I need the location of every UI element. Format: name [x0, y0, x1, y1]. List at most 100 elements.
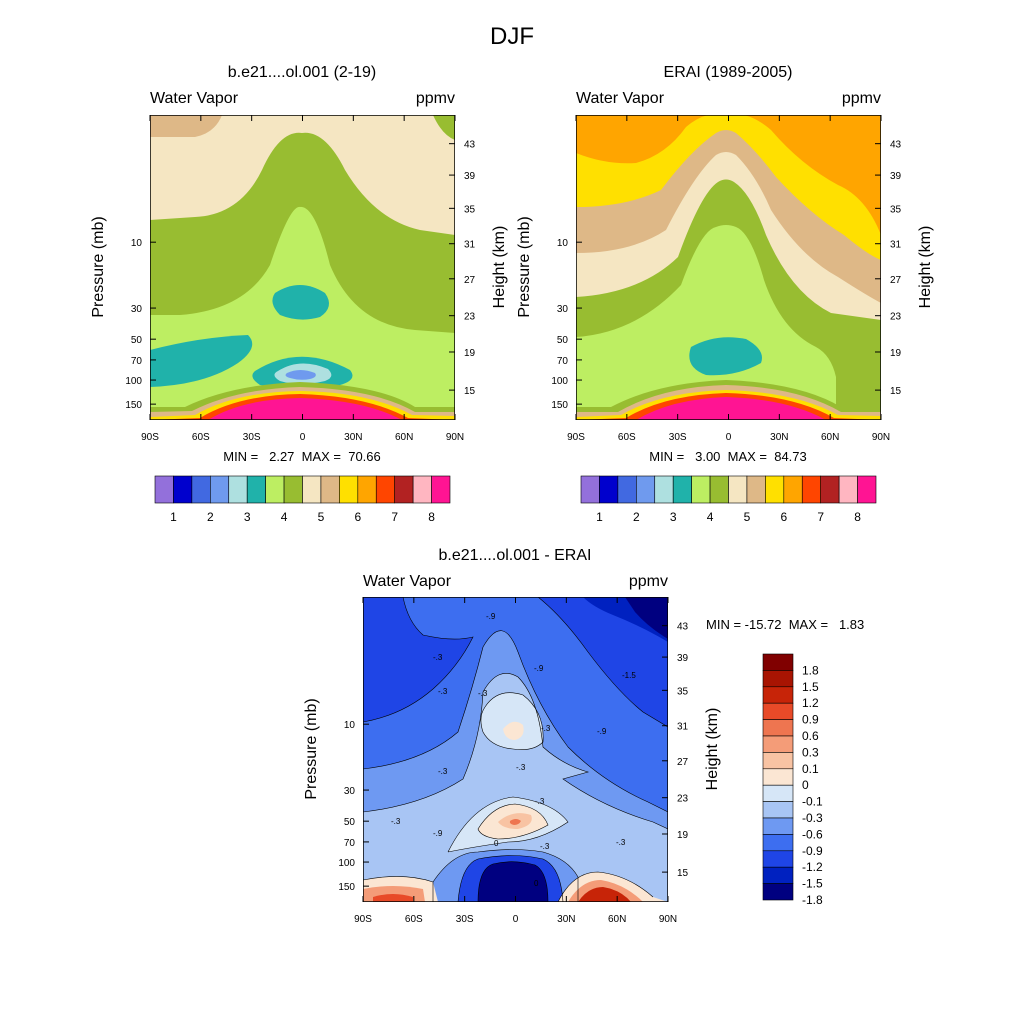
contour-fill — [363, 673, 668, 902]
contour-fill — [480, 692, 544, 750]
y-tick-label: 150 — [125, 400, 142, 411]
colorbar: 1.8 1.5 1.2 0.9 0.6 0.3 0.1 0 -0.1 -0.3 -0.6 -0.9 -1… — [762, 653, 823, 907]
colorbar-box — [857, 475, 877, 504]
colorbar-label: 0.1 — [802, 762, 819, 776]
colorbar-box — [672, 475, 692, 504]
colorbar-box — [765, 475, 785, 504]
contour-fill — [636, 397, 826, 420]
y-tick-label-right: 35 — [464, 204, 476, 215]
y-tick-label-right: 15 — [464, 386, 476, 397]
contour-label: -.3 — [478, 689, 488, 698]
x-tick-label: 90S — [141, 432, 159, 443]
colorbar-box — [762, 735, 794, 753]
y-tick-label-right: 27 — [677, 757, 689, 768]
colorbar-box — [636, 475, 656, 504]
y-tick-label-right: 39 — [464, 171, 476, 182]
y-tick-label-right: 19 — [677, 830, 689, 841]
panel-title: ERAI (1989-2005) — [664, 64, 793, 81]
units-label: ppmv — [629, 573, 668, 590]
y-tick-label-right: 31 — [677, 722, 689, 733]
x-tick-label: 90N — [659, 914, 677, 925]
x-tick-label: 90N — [872, 432, 890, 443]
contour-line — [457, 855, 564, 902]
panel-model: b.e21....ol.001 (2-19) Water Vapor ppmv … — [90, 64, 508, 524]
contour-fill — [373, 894, 413, 902]
y-tick-label: 10 — [557, 238, 569, 249]
x-tick-label: 60N — [821, 432, 839, 443]
contour-line — [537, 597, 668, 728]
x-tick-label: 60S — [405, 914, 423, 925]
contour-label: -.3 — [540, 842, 550, 851]
panel-title: b.e21....ol.001 - ERAI — [439, 547, 592, 564]
x-tick-label: 30S — [243, 432, 261, 443]
x-tick-label: 60S — [618, 432, 636, 443]
colorbar-label: 0.3 — [802, 745, 819, 759]
y-axis-title: Pressure (mb) — [90, 216, 107, 317]
colorbar-box — [154, 475, 174, 504]
axes: 90S 60S 30S 0 30N 60N 90N 10 30 50 70 100 150 43 39 35 3… — [125, 115, 476, 443]
y-tick-label: 70 — [344, 838, 356, 849]
x-tick-label: 30N — [770, 432, 788, 443]
contour-label: -.3 — [616, 838, 626, 847]
x-tick-label: 0 — [300, 432, 306, 443]
y-tick-label: 10 — [131, 238, 143, 249]
contour-line — [480, 692, 544, 750]
y-tick-label-right: 23 — [464, 312, 476, 323]
contour-line — [363, 597, 474, 723]
contour-line — [363, 673, 668, 830]
colorbar-box — [320, 475, 340, 504]
stats-label: MIN = 3.00 MAX = 84.73 — [649, 449, 807, 464]
field-label: Water Vapor — [576, 90, 665, 107]
colorbar-box — [617, 475, 637, 504]
colorbar-label: 1.2 — [802, 696, 819, 710]
colorbar-box — [762, 883, 794, 901]
y-tick-label: 30 — [344, 786, 356, 797]
y-axis-title-right: Height (km) — [917, 226, 934, 309]
x-tick-label: 60S — [192, 432, 210, 443]
contour-fill — [272, 285, 329, 320]
y-tick-label-right: 43 — [464, 140, 476, 151]
contour-fill — [576, 225, 836, 420]
y-axis-title-right: Height (km) — [704, 708, 721, 791]
colorbar-box — [783, 475, 803, 504]
y-tick-label: 70 — [131, 356, 143, 367]
colorbar: 1 2 3 4 5 6 7 8 — [580, 475, 877, 524]
contour-fill — [689, 337, 762, 376]
colorbar-box — [246, 475, 266, 504]
contour-label: -1.5 — [622, 671, 636, 680]
y-tick-label: 50 — [344, 817, 356, 828]
colorbar-box — [412, 475, 432, 504]
colorbar-box — [191, 475, 211, 504]
contour-fill — [478, 861, 548, 902]
colorbar-label: 5 — [744, 510, 751, 524]
contour-fill — [578, 887, 631, 902]
x-tick-label: 30N — [344, 432, 362, 443]
colorbar-label: 1 — [596, 510, 603, 524]
plot-area — [576, 115, 881, 420]
contour-line — [447, 796, 569, 853]
colorbar-box — [302, 475, 322, 504]
colorbar-label: 8 — [854, 510, 861, 524]
contour-label: -.3 — [433, 653, 443, 662]
colorbar-box — [357, 475, 377, 504]
panel-diff: b.e21....ol.001 - ERAI Water Vapor ppmv — [303, 547, 864, 925]
contour-label: 0 — [494, 839, 499, 848]
colorbar-box — [173, 475, 193, 504]
contour-line — [477, 861, 549, 902]
colorbar-box — [762, 866, 794, 884]
contour-label: -.3 — [438, 687, 448, 696]
x-tick-label: 90S — [354, 914, 372, 925]
contour-label: -.9 — [597, 727, 607, 736]
field-label: Water Vapor — [363, 573, 452, 590]
contour-label: -.3 — [391, 817, 401, 826]
colorbar-box — [375, 475, 395, 504]
x-tick-label: 60N — [395, 432, 413, 443]
colorbar-box — [762, 686, 794, 704]
contour-line — [363, 876, 434, 883]
colorbar: 1 2 3 4 5 6 7 8 — [154, 475, 451, 524]
colorbar-box — [762, 702, 794, 720]
colorbar-box — [654, 475, 674, 504]
colorbar-box — [762, 850, 794, 868]
contour-line — [557, 871, 654, 902]
